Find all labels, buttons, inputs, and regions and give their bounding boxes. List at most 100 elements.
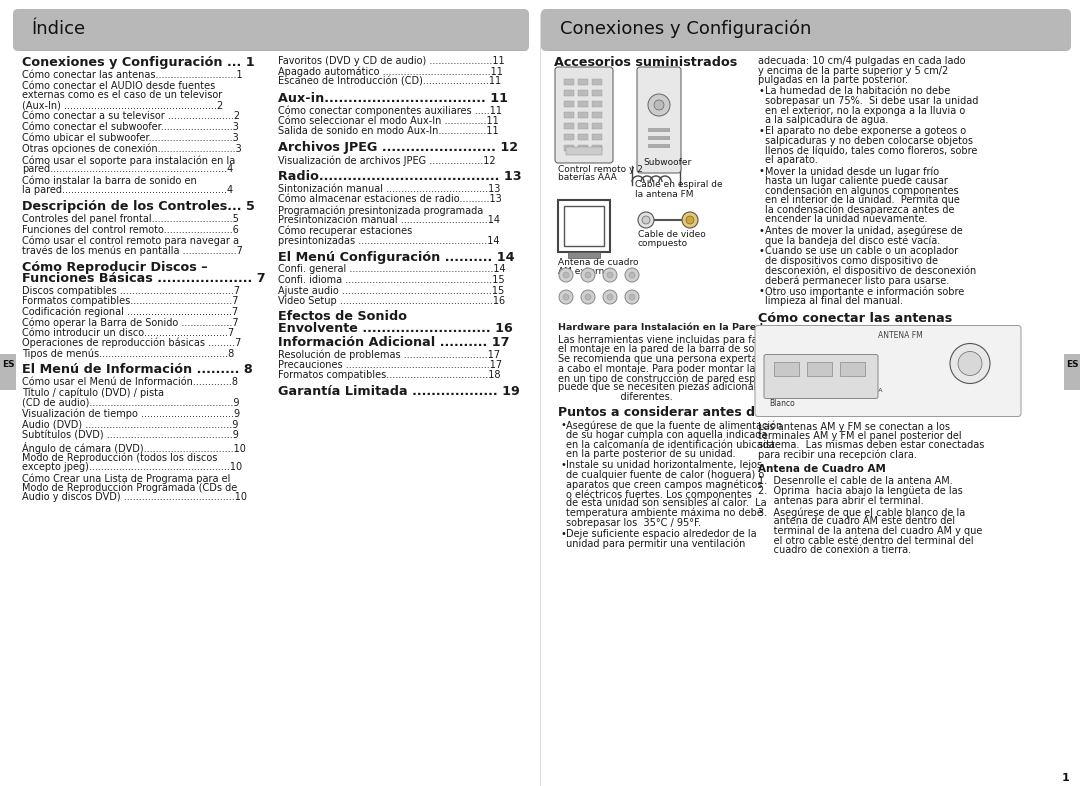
- Text: ANTENA FM: ANTENA FM: [878, 332, 922, 340]
- Text: Cómo seleccionar el modo Aux-In ..............11: Cómo seleccionar el modo Aux-In ........…: [278, 116, 499, 126]
- Bar: [558, 200, 610, 252]
- Text: el montaje en la pared de la barra de sonido.: el montaje en la pared de la barra de so…: [558, 344, 779, 354]
- Text: •: •: [758, 167, 764, 177]
- Text: Cómo usar el control remoto para navegar a: Cómo usar el control remoto para navegar…: [22, 236, 239, 247]
- Bar: [0, 354, 16, 390]
- Circle shape: [681, 212, 698, 228]
- Text: puede que se necesiten piezas adicionales o: puede que se necesiten piezas adicionale…: [558, 383, 777, 392]
- FancyBboxPatch shape: [764, 354, 878, 399]
- Text: 1: 1: [1062, 773, 1070, 783]
- Bar: [578, 112, 588, 118]
- Text: •: •: [561, 529, 566, 539]
- Text: Conexiones y Configuración: Conexiones y Configuración: [561, 20, 811, 39]
- Text: deberá permanecer listo para usarse.: deberá permanecer listo para usarse.: [765, 275, 949, 285]
- Text: ES: ES: [1066, 360, 1079, 369]
- Circle shape: [686, 216, 694, 224]
- Text: Presintonización manual .............................14: Presintonización manual ................…: [278, 215, 500, 225]
- Bar: [648, 136, 670, 140]
- Text: Confi. general ................................................14: Confi. general .........................…: [278, 265, 505, 274]
- Text: Índice: Índice: [32, 20, 86, 38]
- Circle shape: [625, 268, 639, 282]
- Text: Visualización de tiempo ...............................9: Visualización de tiempo ................…: [22, 409, 240, 419]
- Text: antenas para abrir el terminal.: antenas para abrir el terminal.: [758, 496, 923, 506]
- Circle shape: [648, 94, 670, 116]
- Text: terminal de la antena del cuadro AM y que: terminal de la antena del cuadro AM y qu…: [758, 526, 983, 536]
- Text: (CD de audio)................................................9: (CD de audio)...........................…: [22, 398, 240, 407]
- Text: Programación presintonizada programada: Programación presintonizada programada: [278, 205, 483, 216]
- Text: salpicaduras y no deben colocarse objetos: salpicaduras y no deben colocarse objeto…: [765, 136, 973, 146]
- Text: unidad para permitir una ventilación: unidad para permitir una ventilación: [566, 538, 745, 549]
- Text: 1.  Desenrolle el cable de la antena AM.: 1. Desenrolle el cable de la antena AM.: [758, 476, 953, 486]
- Circle shape: [559, 290, 573, 304]
- Text: (Aux-In) ...................................................2: (Aux-In) ...............................…: [22, 100, 224, 110]
- Bar: [566, 147, 602, 155]
- Text: Radio...................................... 13: Radio...................................…: [278, 170, 522, 182]
- Circle shape: [563, 272, 569, 278]
- Text: La humedad de la habitación no debe: La humedad de la habitación no debe: [765, 86, 950, 97]
- Text: la antena FM: la antena FM: [635, 190, 693, 199]
- Text: •: •: [758, 86, 764, 97]
- Text: Se recomienda que una persona experta lleve: Se recomienda que una persona experta ll…: [558, 354, 784, 364]
- Text: la pared.......................................................4: la pared................................…: [22, 185, 233, 195]
- Text: •: •: [561, 461, 566, 471]
- Text: sistema.  Las mismas deben estar conectadas: sistema. Las mismas deben estar conectad…: [758, 440, 984, 450]
- Text: el aparato.: el aparato.: [765, 155, 818, 165]
- Circle shape: [629, 272, 635, 278]
- Text: Información Adicional .......... 17: Información Adicional .......... 17: [278, 336, 510, 348]
- Bar: [592, 101, 602, 107]
- Text: baterías AAA: baterías AAA: [558, 173, 617, 182]
- Circle shape: [603, 268, 617, 282]
- Text: Cómo Reproducir Discos –: Cómo Reproducir Discos –: [22, 260, 207, 274]
- Circle shape: [958, 351, 982, 376]
- Text: 2.  Oprima  hacia abajo la lengüeta de las: 2. Oprima hacia abajo la lengüeta de las: [758, 487, 962, 497]
- Bar: [578, 79, 588, 85]
- Circle shape: [629, 294, 635, 300]
- Bar: [592, 112, 602, 118]
- Bar: [564, 112, 573, 118]
- Text: Cómo conectar las antenas...........................1: Cómo conectar las antenas...............…: [22, 70, 243, 80]
- Text: •: •: [758, 247, 764, 256]
- Text: Otras opciones de conexión..........................3: Otras opciones de conexión..............…: [22, 144, 242, 155]
- Text: limpieza al final del manual.: limpieza al final del manual.: [765, 296, 903, 306]
- Text: Salida de sonido en modo Aux-In................11: Salida de sonido en modo Aux-In.........…: [278, 127, 499, 137]
- Text: de cualquier fuente de calor (hoguera) o: de cualquier fuente de calor (hoguera) o: [566, 470, 765, 480]
- Text: El aparato no debe exponerse a goteos o: El aparato no debe exponerse a goteos o: [765, 127, 967, 137]
- Text: en la parte posterior de su unidad.: en la parte posterior de su unidad.: [566, 449, 735, 459]
- Text: Las herramientas viene incluidas para facilitar: Las herramientas viene incluidas para fa…: [558, 335, 785, 345]
- Circle shape: [581, 290, 595, 304]
- Text: Resolución de problemas ............................17: Resolución de problemas ................…: [278, 350, 500, 360]
- Text: AM externa: AM externa: [558, 267, 610, 276]
- Text: Cómo almacenar estaciones de radio..........13: Cómo almacenar estaciones de radio......…: [278, 194, 502, 204]
- Text: externas como es el caso de un televisor: externas como es el caso de un televisor: [22, 90, 222, 101]
- Text: •: •: [758, 287, 764, 296]
- Circle shape: [563, 294, 569, 300]
- Text: en el interior de la unidad.  Permita que: en el interior de la unidad. Permita que: [765, 195, 960, 205]
- Bar: [807, 362, 832, 376]
- Bar: [564, 90, 573, 96]
- Text: Ajuste audio ..................................................15: Ajuste audio ...........................…: [278, 285, 504, 296]
- Text: Descripción de los Controles... 5: Descripción de los Controles... 5: [22, 200, 255, 213]
- Text: sobrepasar un 75%.  Si debe usar la unidad: sobrepasar un 75%. Si debe usar la unida…: [765, 96, 978, 106]
- Circle shape: [603, 290, 617, 304]
- Text: en el exterior, no la exponga a la lluvia o: en el exterior, no la exponga a la lluvi…: [765, 105, 966, 116]
- Circle shape: [654, 100, 664, 110]
- Text: Tipos de menús...........................................8: Tipos de menús..........................…: [22, 348, 234, 359]
- Bar: [578, 134, 588, 140]
- Text: el otro cable esté dentro del terminal del: el otro cable esté dentro del terminal d…: [758, 535, 974, 545]
- Text: encender la unidad nuevamente.: encender la unidad nuevamente.: [765, 214, 928, 224]
- Text: Funciones Básicas .................... 7: Funciones Básicas .................... 7: [22, 271, 266, 285]
- Text: Cómo Crear una Lista de Programa para el: Cómo Crear una Lista de Programa para el: [22, 473, 230, 483]
- Circle shape: [642, 216, 650, 224]
- Circle shape: [585, 294, 591, 300]
- Text: Antes de mover la unidad, asegúrese de: Antes de mover la unidad, asegúrese de: [765, 226, 962, 236]
- Text: antena de cuadro AM esté dentro del: antena de cuadro AM esté dentro del: [758, 516, 955, 527]
- Text: compuesto: compuesto: [638, 239, 688, 248]
- Bar: [564, 145, 573, 151]
- Text: GND: GND: [808, 388, 823, 394]
- Text: que la bandeja del disco esté vacía.: que la bandeja del disco esté vacía.: [765, 235, 941, 245]
- Text: condensación en algunos componentes: condensación en algunos componentes: [765, 185, 959, 196]
- Circle shape: [581, 268, 595, 282]
- Text: Discos compatibles ......................................7: Discos compatibles .....................…: [22, 285, 240, 296]
- Text: Precauciones ................................................17: Precauciones ...........................…: [278, 360, 502, 370]
- Text: Controles del panel frontal...........................5: Controles del panel frontal.............…: [22, 214, 239, 224]
